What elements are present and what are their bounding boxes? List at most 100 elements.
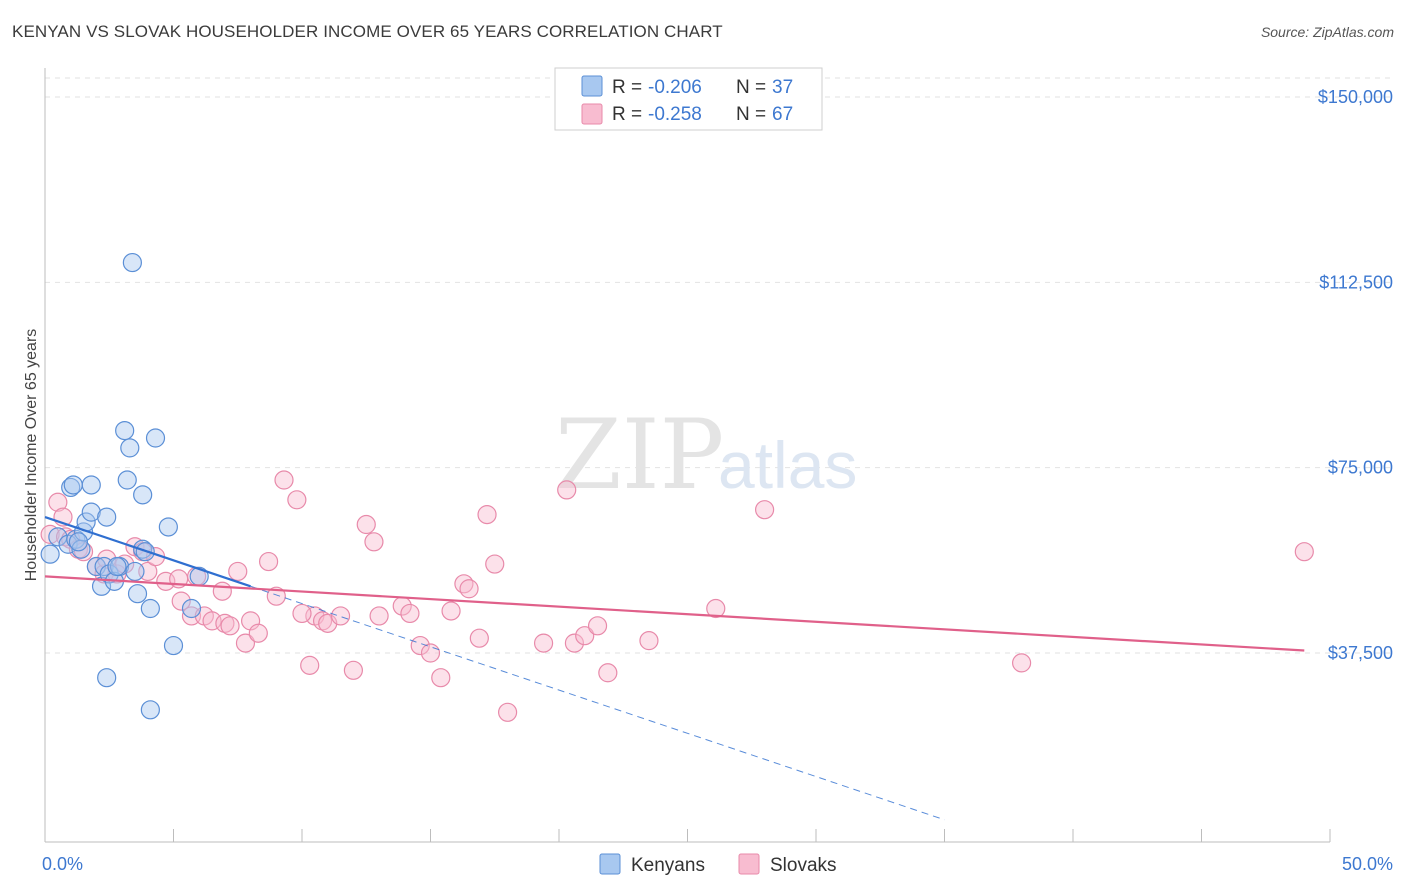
kenyans-point bbox=[97, 507, 117, 527]
y-tick-labels: $37,500 $75,000 $112,500 $150,000 bbox=[1318, 87, 1393, 663]
slovaks-trend-line bbox=[44, 575, 1305, 652]
kenyans-points bbox=[40, 252, 209, 720]
kenyans-point bbox=[97, 668, 117, 688]
slovaks-point bbox=[274, 470, 294, 490]
kenyans-trend-line bbox=[44, 516, 251, 588]
legend-r-label-kenyans: R = bbox=[612, 77, 642, 98]
x-tick-label: 50.0% bbox=[1342, 854, 1393, 874]
legend-swatch-kenyans bbox=[581, 75, 603, 97]
legend-r-value-slovaks: -0.258 bbox=[648, 104, 702, 125]
slovaks-point bbox=[287, 490, 307, 510]
y-tick-label: $150,000 bbox=[1318, 87, 1393, 107]
kenyans-point bbox=[181, 598, 202, 619]
slovaks-point bbox=[410, 635, 430, 656]
slovaks-point bbox=[431, 668, 451, 688]
kenyans-point bbox=[122, 252, 142, 273]
slovaks-points bbox=[40, 470, 1314, 722]
chart-title: KENYAN VS SLOVAK HOUSEHOLDER INCOME OVER… bbox=[12, 22, 723, 41]
legend-n-value-slovaks: 67 bbox=[772, 104, 793, 125]
kenyans-point bbox=[81, 502, 101, 522]
slovaks-point bbox=[754, 500, 775, 520]
y-tick-label: $112,500 bbox=[1319, 272, 1393, 292]
legend-n-label-kenyans: N = bbox=[736, 77, 766, 98]
watermark: ZIP atlas bbox=[555, 399, 857, 511]
slovaks-point bbox=[292, 603, 312, 624]
kenyans-point bbox=[145, 428, 166, 448]
slovaks-point bbox=[420, 643, 441, 663]
legend-r-value-kenyans: -0.206 bbox=[648, 77, 702, 98]
slovaks-point bbox=[369, 606, 389, 626]
slovaks-point bbox=[115, 554, 135, 574]
kenyans-point bbox=[163, 635, 184, 656]
slovaks-point bbox=[171, 591, 191, 611]
slovaks-point bbox=[533, 633, 554, 653]
slovaks-point bbox=[248, 623, 268, 643]
kenyans-point bbox=[61, 477, 81, 498]
legend-r-label-slovaks: R = bbox=[612, 104, 642, 125]
slovaks-point bbox=[459, 579, 479, 599]
kenyans-point bbox=[68, 532, 89, 552]
x-tick-label: 0.0% bbox=[42, 854, 83, 874]
slovaks-point bbox=[364, 532, 384, 552]
kenyans-point bbox=[158, 517, 178, 537]
series-legend: Kenyans Slovaks bbox=[599, 853, 837, 876]
slovaks-point bbox=[469, 628, 489, 648]
kenyans-point bbox=[115, 421, 135, 441]
kenyans-point bbox=[81, 475, 101, 495]
x-tick-labels: 0.0% 50.0% bbox=[42, 854, 1393, 874]
kenyans-point bbox=[40, 544, 60, 564]
slovaks-point bbox=[300, 655, 320, 675]
slovaks-point bbox=[706, 598, 726, 619]
slovaks-point bbox=[477, 505, 497, 525]
series-legend-kenyans: Kenyans bbox=[631, 855, 705, 876]
kenyans-point bbox=[140, 598, 160, 619]
kenyans-point bbox=[127, 584, 148, 604]
slovaks-point bbox=[48, 492, 68, 512]
kenyans-point bbox=[107, 556, 127, 577]
legend-swatch-slovaks bbox=[581, 103, 603, 125]
legend-n-label-slovaks: N = bbox=[736, 104, 766, 125]
legend-n-value-kenyans: 37 bbox=[772, 77, 793, 98]
slovaks-point bbox=[343, 660, 363, 680]
slovaks-point bbox=[498, 702, 518, 722]
trend-lines bbox=[44, 516, 1305, 821]
kenyans-point bbox=[66, 529, 86, 549]
y-tick-label: $37,500 bbox=[1328, 643, 1393, 663]
y-axis-title: Householder Income Over 65 years bbox=[23, 329, 40, 582]
y-tick-label: $75,000 bbox=[1328, 458, 1393, 478]
slovaks-point bbox=[215, 613, 235, 633]
watermark-zip: ZIP bbox=[555, 399, 724, 511]
slovaks-point bbox=[258, 551, 279, 572]
slovaks-point bbox=[220, 616, 240, 636]
series-legend-swatch-kenyans bbox=[599, 853, 621, 875]
slovaks-point bbox=[212, 581, 232, 601]
slovaks-point bbox=[1294, 542, 1314, 562]
slovaks-point bbox=[598, 663, 618, 683]
kenyans-point bbox=[120, 438, 140, 458]
slovaks-point bbox=[564, 633, 585, 653]
slovaks-point bbox=[587, 616, 608, 636]
kenyans-point bbox=[117, 470, 137, 490]
slovaks-point bbox=[330, 606, 351, 626]
watermark-atlas: atlas bbox=[718, 428, 857, 502]
slovaks-point bbox=[266, 586, 286, 606]
slovaks-point bbox=[441, 601, 461, 621]
kenyans-point bbox=[125, 561, 145, 582]
slovaks-point bbox=[40, 524, 60, 544]
slovaks-point bbox=[557, 480, 577, 500]
slovaks-point bbox=[1011, 653, 1032, 673]
kenyans-point bbox=[133, 485, 153, 505]
slovaks-point bbox=[639, 631, 659, 651]
slovaks-point bbox=[228, 561, 248, 582]
slovaks-point bbox=[575, 626, 595, 646]
series-legend-swatch-slovaks bbox=[738, 853, 760, 875]
grid-lines bbox=[45, 77, 1395, 654]
axes bbox=[44, 68, 1331, 843]
slovaks-point bbox=[356, 514, 376, 535]
series-legend-slovaks: Slovaks bbox=[770, 855, 837, 876]
slovaks-point bbox=[235, 633, 256, 653]
kenyans-trend-extension bbox=[250, 585, 945, 821]
slovaks-point bbox=[312, 611, 333, 631]
correlation-legend: R = -0.206 N = 37 R = -0.258 N = 67 bbox=[554, 67, 823, 131]
